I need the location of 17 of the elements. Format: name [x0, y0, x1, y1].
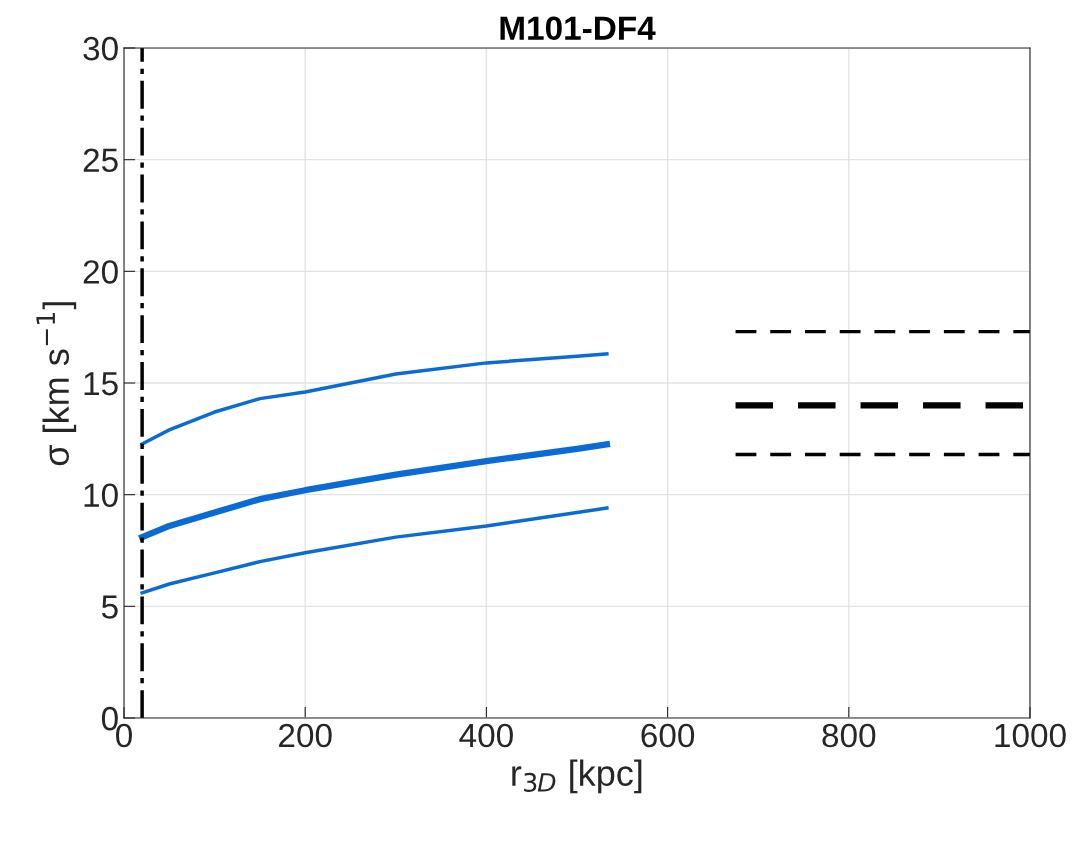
y-tick-label: 5 [101, 595, 118, 619]
x-tick-label: 200 [279, 723, 332, 748]
line-series [140, 352, 609, 446]
x-axis-title: r$_{3D}$ [kpc] [512, 759, 642, 794]
x-tick-label: 400 [459, 723, 513, 748]
x-tick-label: 800 [822, 723, 876, 748]
y-tick-label: 20 [83, 260, 118, 284]
y-tick-label: 25 [83, 148, 118, 173]
y-axis-title: σ [km s$^{−1}$] [36, 302, 77, 466]
y-tick-label: 15 [84, 372, 118, 396]
y-tick-label: 30 [83, 36, 118, 61]
line-series [140, 506, 609, 595]
y-tick-label: 10 [84, 483, 118, 508]
y-tick-label: 0 [101, 706, 118, 731]
chart-title: M101-DF4 [500, 16, 656, 40]
x-tick-label: 600 [641, 723, 695, 748]
x-tick-label: 1000 [995, 723, 1066, 748]
